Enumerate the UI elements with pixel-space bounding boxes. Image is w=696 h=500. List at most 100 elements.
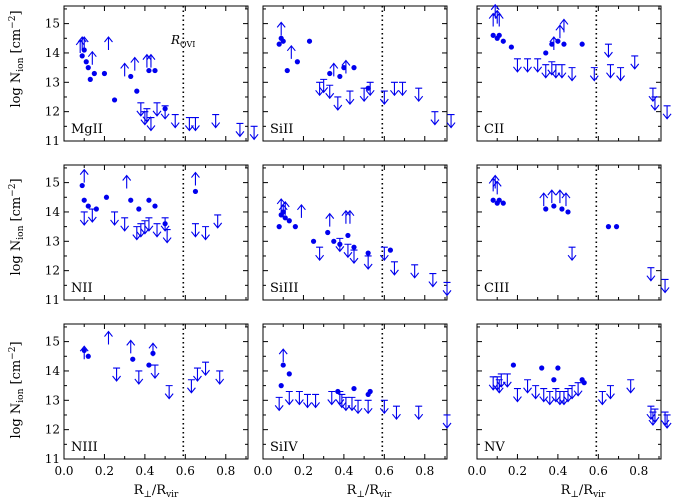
- upper-limit-arrow: [626, 379, 636, 394]
- panel-frame: [262, 323, 448, 460]
- panel-title: MgII: [71, 122, 103, 137]
- lower-limit-arrow: [142, 53, 152, 68]
- upper-limit-arrow: [513, 388, 522, 403]
- upper-limit-arrow: [660, 411, 670, 426]
- detection-point: [128, 73, 134, 80]
- upper-limit-arrow: [170, 114, 180, 129]
- panel-title: NV: [484, 440, 505, 455]
- ytick-label: 14: [45, 46, 61, 60]
- detection-point: [490, 197, 496, 203]
- ytick-label: 11: [45, 293, 60, 307]
- detection-point: [310, 238, 317, 244]
- upper-limit-arrow: [531, 385, 541, 400]
- xlabel-slash: /R: [365, 483, 380, 498]
- detection-point: [351, 65, 357, 71]
- upper-limit-arrow: [319, 78, 329, 94]
- upper-limit-arrow: [213, 214, 223, 229]
- detection-point: [192, 188, 199, 195]
- detection-point: [87, 76, 93, 82]
- lower-limit-arrow: [325, 212, 335, 227]
- detection-point: [85, 353, 91, 359]
- ytick-label: 13: [45, 393, 60, 407]
- upper-limit-arrow: [349, 249, 359, 264]
- xlabel-col-3: R⊥/Rvir: [561, 483, 606, 500]
- xlabel-main: R: [561, 483, 572, 498]
- upper-limit-arrow: [646, 267, 656, 282]
- upper-limit-arrow: [294, 390, 304, 406]
- detection-point: [490, 32, 496, 38]
- xlabel-sub: vir: [592, 490, 606, 500]
- ylabel-units: [cm: [9, 360, 24, 385]
- lower-limit-arrow: [191, 171, 200, 186]
- upper-limit-arrow: [327, 390, 337, 406]
- ylabel-sub: ion: [16, 225, 26, 239]
- ylabel-main: log N: [9, 72, 24, 108]
- upper-limit-arrow: [160, 217, 170, 232]
- lower-limit-arrow: [278, 348, 288, 363]
- upper-limit-arrow: [211, 114, 221, 129]
- lower-limit-arrow: [555, 24, 565, 39]
- ylabel-sub: ion: [16, 388, 26, 402]
- detection-point: [81, 47, 87, 53]
- upper-limit-arrow: [79, 211, 89, 226]
- ylabel-row-3: log Nion [cm−2]: [8, 341, 26, 438]
- lower-limit-arrow: [146, 53, 156, 68]
- detection-point: [276, 41, 282, 47]
- upper-limit-arrow: [430, 111, 440, 126]
- upper-limit-arrow: [390, 261, 399, 276]
- upper-limit-arrow: [311, 393, 321, 409]
- upper-limit-arrow: [201, 226, 210, 241]
- xtick-label: 0.4: [548, 464, 567, 478]
- upper-limit-arrow: [650, 408, 660, 423]
- upper-limit-arrow: [347, 396, 357, 412]
- ytick-label: 13: [45, 234, 60, 248]
- lower-limit-arrow: [561, 192, 571, 207]
- detection-point: [306, 38, 313, 44]
- upper-limit-arrow: [201, 361, 210, 377]
- detection-point: [282, 215, 288, 221]
- panel-title: SiIV: [270, 440, 298, 455]
- ytick-label: 11: [45, 452, 60, 466]
- detection-point: [549, 41, 555, 47]
- upper-limit-arrow: [162, 229, 172, 244]
- detection-point: [292, 224, 298, 230]
- upper-limit-arrow: [284, 390, 294, 406]
- upper-limit-arrow: [333, 96, 343, 111]
- upper-limit-arrow: [563, 388, 573, 403]
- detection-point: [327, 70, 333, 77]
- upper-limit-arrow: [191, 116, 200, 132]
- lower-limit-arrow: [547, 189, 557, 204]
- upper-limit-arrow: [648, 87, 658, 103]
- upper-limit-arrow: [660, 278, 670, 294]
- lower-limit-arrow: [280, 201, 290, 215]
- detection-point: [325, 229, 331, 236]
- ytick-label: 12: [45, 423, 60, 437]
- upper-limit-arrow: [589, 67, 599, 82]
- ylabel-close: ]: [9, 341, 24, 346]
- detection-point: [152, 67, 158, 74]
- xtick-label: 0.4: [135, 464, 154, 478]
- xlabel-col-2: R⊥/Rvir: [347, 483, 392, 500]
- panel-nii: 11 12 13 14 15 NII: [45, 164, 249, 307]
- lower-limit-arrow: [490, 174, 500, 189]
- xtick-label: 0.2: [294, 464, 313, 478]
- detection-point: [91, 70, 97, 77]
- lower-limit-arrow: [345, 209, 355, 224]
- upper-limit-arrow: [87, 208, 97, 223]
- lower-limit-arrow: [492, 9, 502, 24]
- panel-frame: [262, 5, 448, 142]
- panel-title: SiIII: [270, 281, 298, 296]
- xtick-label: 0.4: [334, 464, 353, 478]
- upper-limit-arrow: [140, 220, 150, 235]
- lower-limit-arrow: [126, 339, 136, 354]
- upper-limit-arrow: [164, 385, 174, 400]
- detection-point: [539, 365, 545, 371]
- panel-title: SiII: [270, 122, 293, 137]
- ylabel-units: [cm: [9, 29, 24, 54]
- xtick-label: 0.6: [176, 464, 195, 478]
- detection-point: [605, 224, 612, 230]
- detection-point: [387, 247, 393, 253]
- lower-limit-arrow: [87, 50, 97, 65]
- detection-point: [559, 206, 565, 212]
